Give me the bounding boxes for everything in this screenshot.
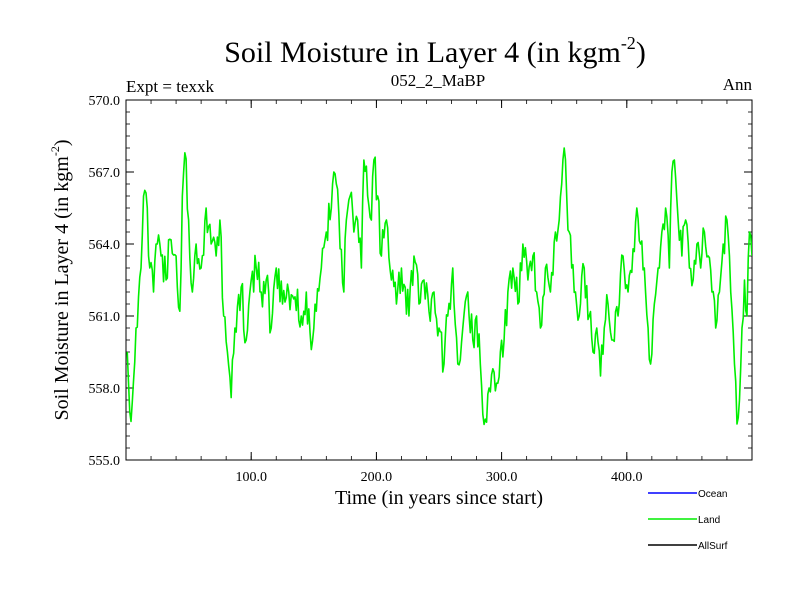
legend-label-allsurf: AllSurf xyxy=(698,541,728,552)
y-tick-label: 567.0 xyxy=(89,166,121,181)
series-line-land xyxy=(127,148,752,424)
chart-title-close: ) xyxy=(636,36,646,69)
x-axis-label: Time (in years since start) xyxy=(335,487,543,509)
y-tick-label: 570.0 xyxy=(89,94,121,109)
y-tick-label: 558.0 xyxy=(89,382,121,397)
y-tick-label: 564.0 xyxy=(89,238,121,253)
legend: Ocean Land AllSurf xyxy=(648,489,728,552)
y-axis-label-exponent: -2 xyxy=(48,146,62,156)
x-tick-label: 200.0 xyxy=(361,470,393,485)
y-tick-label: 561.0 xyxy=(89,310,121,325)
legend-label-land: Land xyxy=(698,515,720,526)
subtitle-season: Ann xyxy=(723,75,753,94)
legend-label-ocean: Ocean xyxy=(698,489,727,500)
x-axis: 100.0 200.0 300.0 400.0 xyxy=(126,100,752,485)
subtitle-run-id: 052_2_MaBP xyxy=(391,71,485,90)
chart: Soil Moisture in Layer 4 (in kgm-2) Expt… xyxy=(0,0,800,600)
subtitle-experiment: Expt = texxk xyxy=(126,77,214,96)
chart-title-exponent: -2 xyxy=(621,33,636,53)
y-axis-label-close: ) xyxy=(51,139,73,146)
plot-frame xyxy=(126,100,752,460)
x-tick-label: 300.0 xyxy=(486,470,518,485)
y-axis-label: Soil Moisture in Layer 4 (in kgm-2) xyxy=(48,139,73,420)
chart-title: Soil Moisture in Layer 4 (in kgm-2) xyxy=(224,33,646,69)
x-tick-label: 100.0 xyxy=(235,470,267,485)
y-axis: 555.0 558.0 561.0 564.0 567.0 570.0 xyxy=(89,94,753,469)
x-tick-label: 400.0 xyxy=(611,470,643,485)
y-tick-label: 555.0 xyxy=(89,454,121,469)
